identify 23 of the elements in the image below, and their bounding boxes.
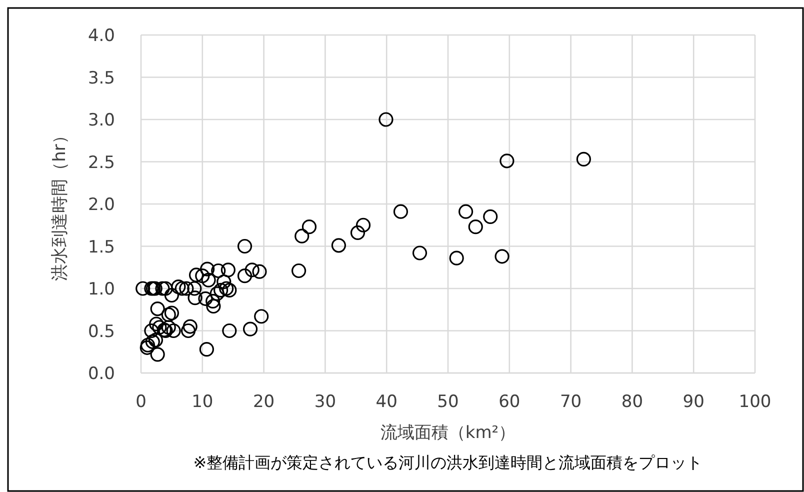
x-tick-label: 80 xyxy=(621,392,644,412)
x-tick-label: 0 xyxy=(136,392,146,412)
x-tick-label: 100 xyxy=(738,392,772,412)
y-tick-label: 0.5 xyxy=(88,322,115,342)
y-tick-label: 3.5 xyxy=(88,68,115,88)
x-tick-label: 90 xyxy=(682,392,704,412)
y-tick-label: 1.5 xyxy=(88,237,115,258)
x-axis-title: 流域面積（km²） xyxy=(380,423,516,443)
y-axis-title: 洪水到達時間（hr） xyxy=(50,127,70,281)
text: ※整備計画が策定されている河川の洪水到達時間と流域面積をプロット xyxy=(193,453,703,472)
x-tick-label: 50 xyxy=(437,392,459,412)
y-tick-label: 2.0 xyxy=(88,195,115,215)
y-tick-label: 4.0 xyxy=(88,26,115,46)
y-tick-label: 3.0 xyxy=(88,110,115,130)
y-tick-label: 0.0 xyxy=(88,364,115,384)
y-tick-label: 1.0 xyxy=(88,280,115,300)
x-tick-label: 70 xyxy=(560,392,582,412)
y-tick-label: 2.5 xyxy=(88,152,115,173)
x-tick-label: 40 xyxy=(376,392,398,412)
x-tick-label: 20 xyxy=(252,392,275,412)
x-tick-label: 60 xyxy=(498,392,520,412)
x-tick-label: 30 xyxy=(314,392,336,412)
x-tick-label: 10 xyxy=(192,392,214,412)
